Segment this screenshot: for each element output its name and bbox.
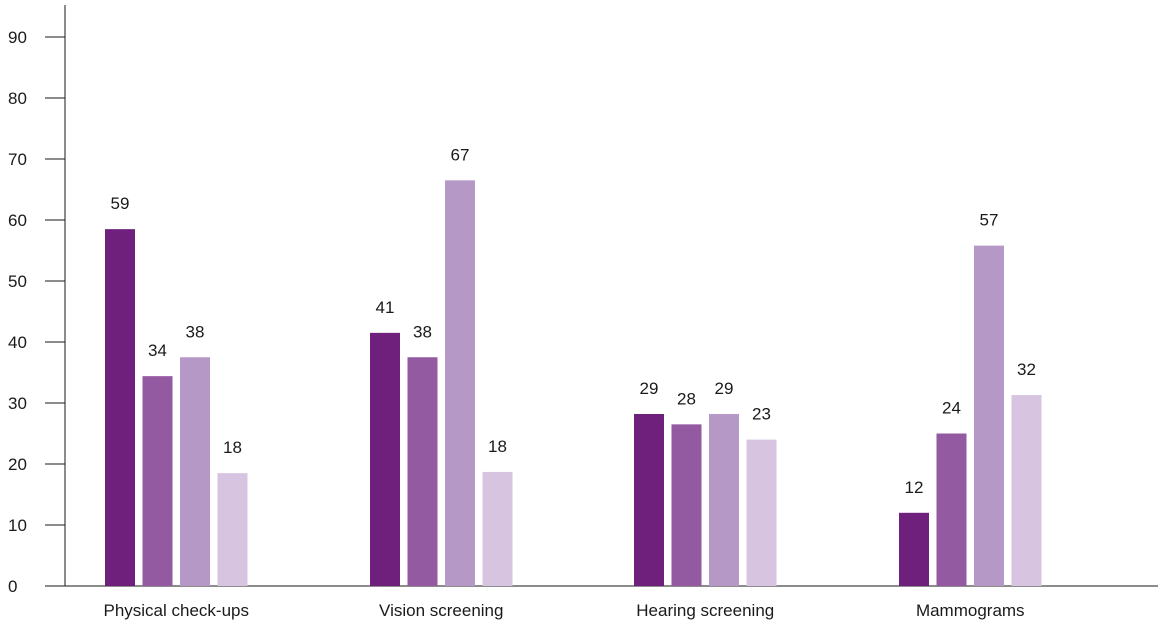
y-tick-label: 90 <box>8 28 27 47</box>
bar-value-label: 41 <box>376 298 395 317</box>
bar <box>709 413 739 586</box>
bar-value-label: 29 <box>640 379 659 398</box>
bar <box>370 332 400 586</box>
bar <box>142 376 173 586</box>
x-category-label: Mammograms <box>916 601 1025 620</box>
bar <box>180 357 210 586</box>
bar-value-label: 59 <box>111 194 130 213</box>
bar <box>936 433 967 586</box>
bar <box>407 357 438 586</box>
data-labels: 59 41 29 12 34 38 28 24 38 67 29 57 18 18 23 32 <box>111 145 1036 496</box>
bar <box>671 424 702 586</box>
y-tick-label: 80 <box>8 89 27 108</box>
y-tick-label: 20 <box>8 455 27 474</box>
bar-value-label: 28 <box>677 389 696 408</box>
y-tick-label: 60 <box>8 211 27 230</box>
bar <box>445 180 475 586</box>
bar-value-label: 18 <box>223 438 242 457</box>
bar <box>1011 395 1042 586</box>
bar-value-label: 38 <box>186 322 205 341</box>
bar <box>974 245 1004 586</box>
bar <box>105 229 135 586</box>
bar-value-label: 24 <box>942 399 961 418</box>
y-tick-label: 70 <box>8 150 27 169</box>
y-tick-label: 30 <box>8 394 27 413</box>
x-category-label: Vision screening <box>379 601 503 620</box>
bar-value-label: 29 <box>715 379 734 398</box>
bar <box>634 413 664 586</box>
y-tick-label: 40 <box>8 333 27 352</box>
bar-value-label: 18 <box>488 437 507 456</box>
y-tick-label: 10 <box>8 516 27 535</box>
axes: 0 10 20 30 40 50 60 70 80 90 Physical check-ups Vis… <box>8 5 1158 620</box>
bar <box>746 439 777 586</box>
x-category-label: Hearing screening <box>636 601 774 620</box>
y-tick-label: 0 <box>8 577 17 596</box>
bar-value-label: 32 <box>1017 360 1036 379</box>
bar <box>899 512 929 586</box>
bar-value-label: 23 <box>752 405 771 424</box>
bar <box>482 471 513 586</box>
bar-value-label: 67 <box>451 145 470 164</box>
x-category-label: Physical check-ups <box>103 601 249 620</box>
bar-value-label: 57 <box>980 211 999 230</box>
bars <box>105 180 1042 586</box>
bar-value-label: 38 <box>413 322 432 341</box>
bar <box>217 473 248 586</box>
bar-value-label: 12 <box>905 478 924 497</box>
bar-value-label: 34 <box>148 341 167 360</box>
y-tick-label: 50 <box>8 272 27 291</box>
